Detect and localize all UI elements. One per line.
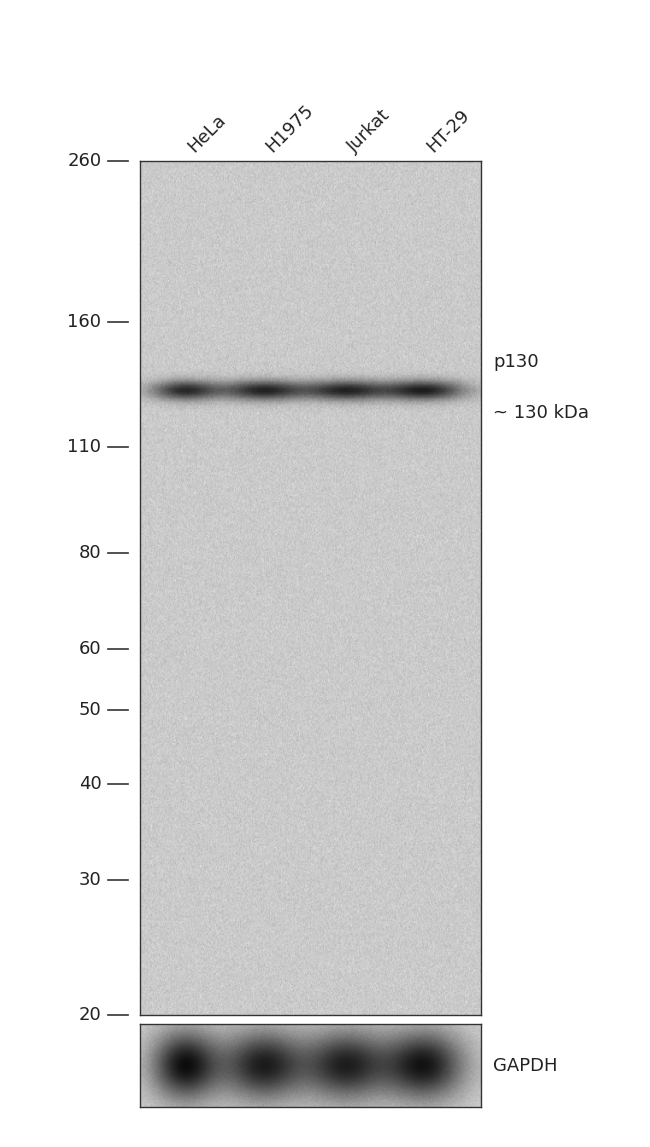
- Text: HeLa: HeLa: [184, 111, 229, 156]
- Text: 80: 80: [79, 544, 101, 562]
- Text: 30: 30: [79, 871, 101, 889]
- Text: 20: 20: [79, 1006, 101, 1024]
- Text: 260: 260: [68, 151, 101, 170]
- Text: GAPDH: GAPDH: [493, 1056, 558, 1075]
- Text: 40: 40: [79, 775, 101, 794]
- Text: 60: 60: [79, 640, 101, 658]
- Text: 110: 110: [68, 438, 101, 457]
- Text: HT-29: HT-29: [423, 107, 473, 156]
- Text: p130: p130: [493, 352, 539, 370]
- Text: 160: 160: [68, 313, 101, 331]
- Text: Jurkat: Jurkat: [344, 107, 394, 156]
- Text: H1975: H1975: [263, 102, 317, 156]
- Text: 50: 50: [79, 701, 101, 719]
- Text: ~ 130 kDa: ~ 130 kDa: [493, 404, 589, 422]
